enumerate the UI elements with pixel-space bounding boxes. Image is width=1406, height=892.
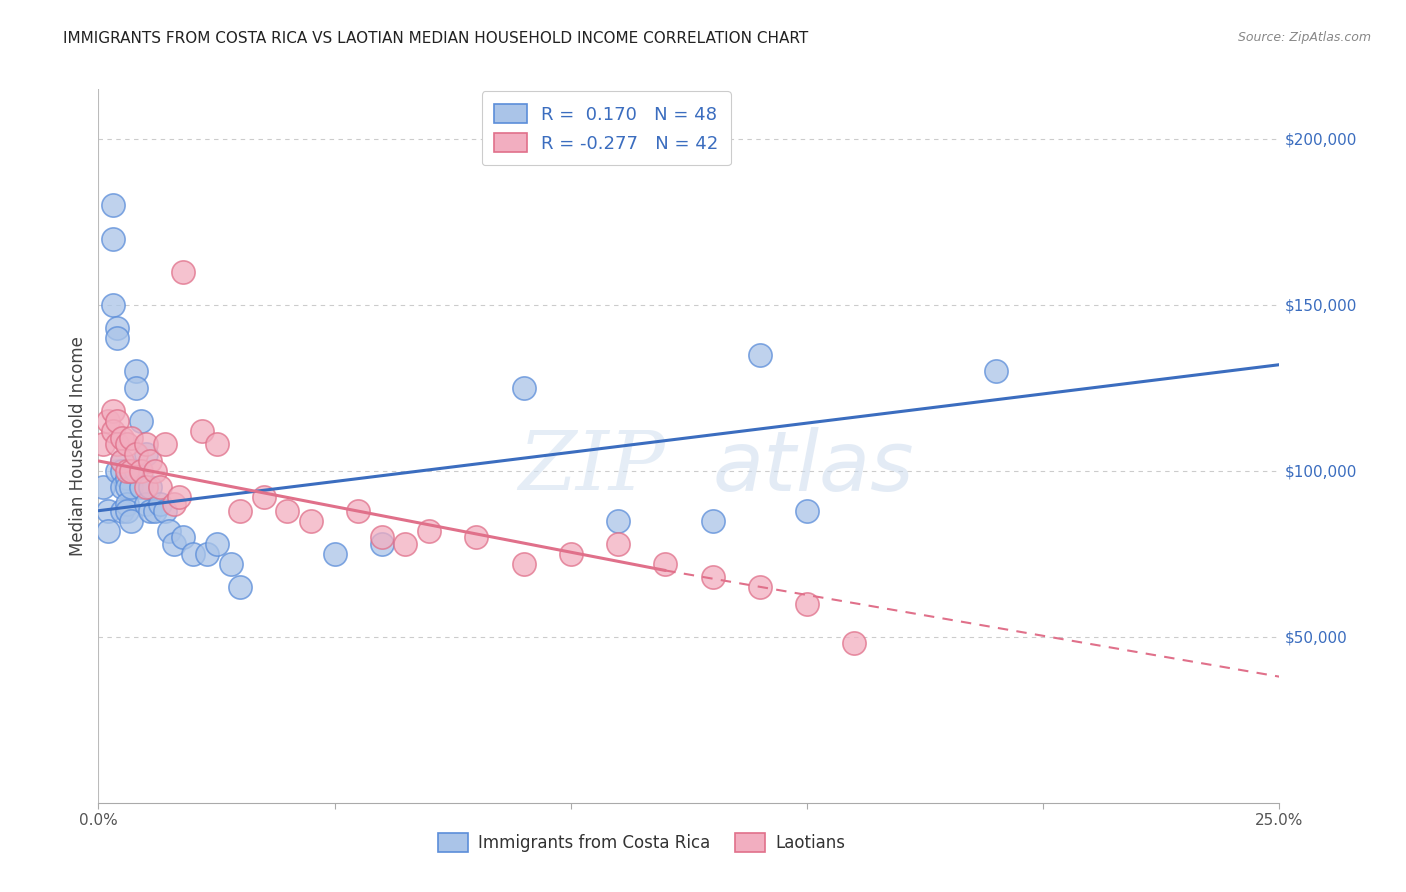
Point: [115, 497, 138, 511]
Point: [157, 524, 180, 538]
Point: [253, 491, 276, 505]
Point: [371, 530, 394, 544]
Point: [229, 580, 252, 594]
Point: [229, 504, 252, 518]
Point: [111, 431, 134, 445]
Point: [195, 547, 218, 561]
Point: [101, 424, 124, 438]
Point: [135, 447, 157, 461]
Point: [347, 504, 370, 518]
Point: [153, 504, 176, 518]
Point: [129, 464, 152, 478]
Y-axis label: Median Household Income: Median Household Income: [69, 336, 87, 556]
Point: [465, 530, 488, 544]
Point: [111, 504, 134, 518]
Point: [512, 557, 534, 571]
Point: [91, 481, 114, 495]
Point: [115, 437, 138, 451]
Point: [135, 497, 157, 511]
Point: [299, 514, 322, 528]
Text: IMMIGRANTS FROM COSTA RICA VS LAOTIAN MEDIAN HOUSEHOLD INCOME CORRELATION CHART: IMMIGRANTS FROM COSTA RICA VS LAOTIAN ME…: [63, 31, 808, 46]
Point: [105, 464, 128, 478]
Point: [105, 414, 128, 428]
Point: [101, 231, 124, 245]
Point: [748, 348, 770, 362]
Point: [115, 481, 138, 495]
Point: [101, 298, 124, 312]
Point: [796, 597, 818, 611]
Point: [172, 265, 194, 279]
Point: [125, 381, 148, 395]
Point: [205, 537, 228, 551]
Point: [219, 557, 242, 571]
Point: [121, 514, 143, 528]
Point: [115, 470, 138, 484]
Point: [139, 454, 162, 468]
Point: [121, 481, 143, 495]
Point: [748, 580, 770, 594]
Point: [153, 437, 176, 451]
Point: [125, 364, 148, 378]
Point: [167, 491, 190, 505]
Point: [111, 454, 134, 468]
Point: [371, 537, 394, 551]
Point: [607, 514, 630, 528]
Point: [984, 364, 1007, 378]
Point: [105, 331, 128, 345]
Point: [121, 431, 143, 445]
Point: [121, 464, 143, 478]
Point: [276, 504, 298, 518]
Point: [149, 481, 172, 495]
Point: [135, 481, 157, 495]
Point: [143, 504, 166, 518]
Point: [323, 547, 346, 561]
Point: [654, 557, 676, 571]
Text: Source: ZipAtlas.com: Source: ZipAtlas.com: [1237, 31, 1371, 45]
Point: [139, 481, 162, 495]
Point: [115, 464, 138, 478]
Point: [418, 524, 440, 538]
Point: [163, 497, 186, 511]
Point: [512, 381, 534, 395]
Point: [172, 530, 194, 544]
Point: [125, 447, 148, 461]
Legend: Immigrants from Costa Rica, Laotians: Immigrants from Costa Rica, Laotians: [432, 827, 852, 859]
Point: [796, 504, 818, 518]
Point: [143, 464, 166, 478]
Point: [97, 504, 120, 518]
Point: [115, 504, 138, 518]
Point: [121, 464, 143, 478]
Point: [205, 437, 228, 451]
Point: [149, 497, 172, 511]
Point: [91, 437, 114, 451]
Point: [191, 424, 214, 438]
Point: [101, 198, 124, 212]
Point: [181, 547, 204, 561]
Point: [135, 437, 157, 451]
Point: [702, 514, 724, 528]
Point: [844, 636, 866, 650]
Point: [560, 547, 582, 561]
Text: atlas: atlas: [713, 427, 914, 508]
Point: [607, 537, 630, 551]
Point: [129, 414, 152, 428]
Point: [105, 321, 128, 335]
Point: [97, 414, 120, 428]
Point: [129, 481, 152, 495]
Point: [111, 481, 134, 495]
Point: [111, 464, 134, 478]
Point: [163, 537, 186, 551]
Text: ZIP: ZIP: [519, 427, 665, 508]
Point: [125, 464, 148, 478]
Point: [101, 404, 124, 418]
Point: [702, 570, 724, 584]
Point: [111, 454, 134, 468]
Point: [97, 524, 120, 538]
Point: [139, 504, 162, 518]
Point: [105, 437, 128, 451]
Point: [394, 537, 416, 551]
